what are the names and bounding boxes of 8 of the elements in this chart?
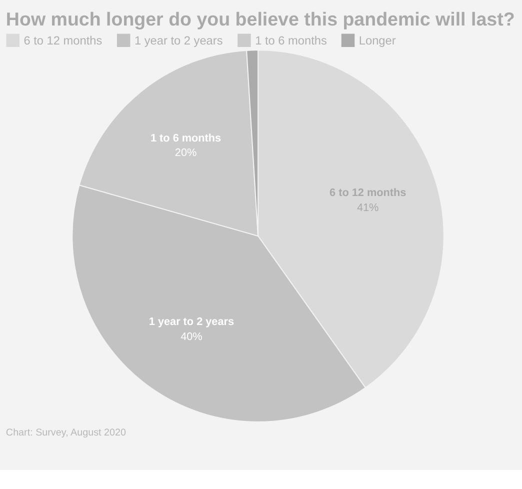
text: Chart: Survey, August 2020 xyxy=(6,428,126,439)
data-label: 40% xyxy=(180,330,203,343)
legend-label: Longer xyxy=(358,33,396,48)
legend-label: 6 to 12 months xyxy=(24,33,102,48)
slice-label: 1 year to 2 years xyxy=(148,316,234,328)
legend-label: 1 year to 2 years xyxy=(134,33,223,48)
legend-label: 1 to 6 months xyxy=(255,33,327,48)
chart-title: How much longer do you believe this pandemic will last? xyxy=(6,8,515,30)
